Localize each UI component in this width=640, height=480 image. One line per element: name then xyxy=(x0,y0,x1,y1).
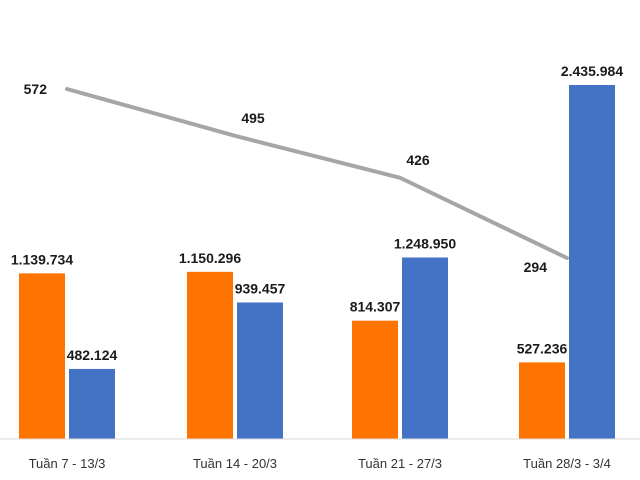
bar-orange-2 xyxy=(352,320,398,439)
category-label: Tuần 7 - 13/3 xyxy=(29,456,106,471)
bar-blue-0 xyxy=(69,368,115,439)
line-value-label: 294 xyxy=(524,259,548,275)
bar-value-label: 1.139.734 xyxy=(11,251,73,267)
bar-blue-3 xyxy=(569,85,615,439)
line-point xyxy=(565,256,569,260)
bar-blue-1 xyxy=(237,302,283,439)
bar-orange-3 xyxy=(519,362,565,439)
line-value-label: 426 xyxy=(406,152,430,168)
category-label: Tuần 21 - 27/3 xyxy=(358,456,442,471)
line-point xyxy=(398,176,402,180)
bar-value-label: 482.124 xyxy=(67,347,118,363)
line-value-label: 572 xyxy=(24,81,48,97)
line-point xyxy=(65,87,69,91)
bar-value-label: 1.248.950 xyxy=(394,236,456,252)
line-value-label: 495 xyxy=(241,110,265,126)
bar-value-label: 2.435.984 xyxy=(561,63,623,79)
category-label: Tuần 28/3 - 3/4 xyxy=(523,456,611,471)
category-label: Tuần 14 - 20/3 xyxy=(193,456,277,471)
line-series-path xyxy=(65,87,569,260)
bars-layer xyxy=(19,85,615,439)
bar-value-label: 939.457 xyxy=(235,280,286,296)
line-layer xyxy=(65,87,569,260)
bar-value-label: 814.307 xyxy=(350,299,401,315)
bar-value-label: 527.236 xyxy=(517,340,568,356)
bar-blue-2 xyxy=(402,257,448,439)
bar-value-label: 1.150.296 xyxy=(179,250,241,266)
labels-layer: 1.139.734 1.150.296 814.307 527.236 482.124 9… xyxy=(11,63,623,363)
bar-orange-0 xyxy=(19,273,65,439)
bar-orange-1 xyxy=(187,271,233,439)
category-labels: Tuần 7 - 13/3 Tuần 14 - 20/3 Tuần 21 - 27/… xyxy=(29,456,611,471)
line-point xyxy=(233,134,237,138)
